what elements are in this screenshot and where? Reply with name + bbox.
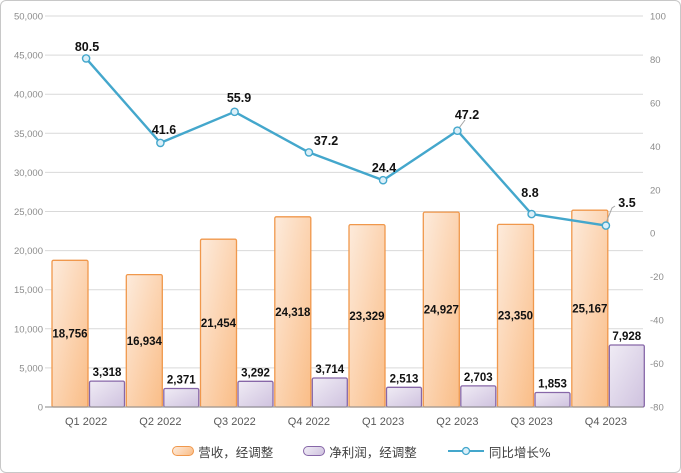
- legend-item-profit[interactable]: 净利润，经调整: [303, 442, 417, 461]
- svg-text:55.9: 55.9: [227, 91, 251, 105]
- legend-item-growth[interactable]: 同比增长%: [447, 442, 551, 461]
- line-marker: [378, 175, 388, 185]
- line-marker-icon: [447, 446, 484, 456]
- svg-text:3.5: 3.5: [618, 196, 635, 210]
- svg-text:20,000: 20,000: [14, 246, 43, 257]
- svg-text:0: 0: [38, 403, 43, 414]
- svg-text:3,714: 3,714: [315, 364, 344, 376]
- svg-text:-60: -60: [650, 359, 664, 370]
- svg-text:60: 60: [650, 98, 661, 109]
- svg-text:37.2: 37.2: [314, 134, 338, 148]
- svg-text:40,000: 40,000: [14, 90, 43, 101]
- svg-text:8.8: 8.8: [521, 186, 538, 200]
- svg-text:2,513: 2,513: [390, 373, 419, 385]
- svg-text:-80: -80: [650, 403, 664, 414]
- right-axis-labels: 100 80 60 40 20 0 -20 -40 -60 -80: [650, 12, 666, 414]
- line-marker: [230, 107, 239, 117]
- svg-text:Q1 2022: Q1 2022: [65, 416, 107, 428]
- svg-text:80.5: 80.5: [75, 40, 99, 54]
- line-marker: [453, 126, 462, 135]
- line-marker: [601, 221, 611, 230]
- svg-text:Q2 2022: Q2 2022: [139, 416, 181, 428]
- profit-bar: [534, 391, 571, 408]
- svg-text:10,000: 10,000: [14, 324, 43, 335]
- svg-text:35,000: 35,000: [14, 129, 43, 140]
- svg-text:23,350: 23,350: [498, 311, 533, 323]
- growth-line: [85, 57, 607, 227]
- svg-text:30,000: 30,000: [14, 168, 43, 179]
- label-leader-lines: [458, 119, 616, 224]
- line-marker: [156, 138, 165, 148]
- line-marker: [81, 54, 91, 63]
- profit-bar: [163, 387, 200, 408]
- svg-text:2,703: 2,703: [464, 372, 493, 384]
- svg-text:7,928: 7,928: [612, 331, 641, 343]
- svg-text:-20: -20: [650, 272, 664, 283]
- svg-text:25,000: 25,000: [14, 207, 43, 218]
- svg-text:24.4: 24.4: [372, 161, 396, 175]
- svg-text:Q3 2022: Q3 2022: [213, 416, 255, 428]
- svg-text:47.2: 47.2: [455, 108, 479, 122]
- svg-text:20: 20: [650, 185, 661, 196]
- svg-text:Q1 2023: Q1 2023: [362, 416, 404, 428]
- legend-label-profit: 净利润，经调整: [329, 444, 417, 460]
- svg-text:24,318: 24,318: [275, 307, 311, 319]
- svg-text:-40: -40: [650, 316, 664, 327]
- svg-text:24,927: 24,927: [424, 305, 459, 317]
- svg-text:Q4 2022: Q4 2022: [288, 416, 330, 428]
- line-data-labels: 80.5 41.6 55.9 37.2 24.4 47.2 8.8 3.5: [75, 40, 636, 210]
- svg-text:2,371: 2,371: [167, 375, 196, 387]
- legend-item-revenue[interactable]: 营收，经调整: [172, 442, 273, 461]
- svg-text:23,329: 23,329: [349, 311, 384, 323]
- svg-text:18,756: 18,756: [52, 329, 87, 341]
- svg-text:40: 40: [650, 142, 661, 153]
- profit-bar: [385, 386, 423, 408]
- svg-text:1,853: 1,853: [538, 379, 567, 391]
- svg-text:Q2 2023: Q2 2023: [436, 416, 478, 428]
- legend-label-growth: 同比增长%: [488, 444, 551, 460]
- svg-text:21,454: 21,454: [201, 318, 237, 330]
- category-labels: Q1 2022 Q2 2022 Q3 2022 Q4 2022 Q1 2023 Q2 20…: [65, 416, 627, 428]
- profit-swatch-icon: [303, 446, 326, 456]
- profit-bar: [237, 380, 274, 408]
- svg-text:0: 0: [650, 229, 655, 240]
- profit-bar: [88, 380, 126, 408]
- svg-text:3,318: 3,318: [93, 367, 122, 379]
- profit-bar: [608, 344, 645, 408]
- line-marker: [527, 209, 536, 219]
- line-marker: [304, 148, 314, 157]
- legend-label-revenue: 营收，经调整: [198, 444, 274, 460]
- svg-text:15,000: 15,000: [14, 285, 43, 296]
- bar-data-labels: 18,756 3,318 16,934 2,371 21,454 3,292 24,318 3…: [52, 304, 641, 391]
- svg-text:5,000: 5,000: [19, 363, 43, 374]
- legend: 营收，经调整 净利润，经调整 同比增长%: [1, 438, 680, 464]
- svg-text:16,934: 16,934: [127, 336, 163, 348]
- svg-text:45,000: 45,000: [14, 51, 43, 62]
- svg-text:100: 100: [650, 12, 666, 23]
- profit-bar: [460, 385, 497, 408]
- svg-text:41.6: 41.6: [152, 123, 176, 137]
- profit-bar: [311, 377, 348, 408]
- svg-text:Q4 2023: Q4 2023: [585, 416, 627, 428]
- svg-text:Q3 2023: Q3 2023: [510, 416, 552, 428]
- revenue-swatch-icon: [172, 446, 195, 456]
- svg-text:25,167: 25,167: [572, 304, 607, 316]
- growth-markers: [81, 54, 611, 230]
- svg-text:3,292: 3,292: [241, 367, 270, 379]
- left-axis-labels: 0 5,000 10,000 15,000 20,000 25,000 30,000 35,0…: [14, 12, 43, 414]
- svg-text:50,000: 50,000: [14, 12, 43, 23]
- svg-text:80: 80: [650, 55, 661, 66]
